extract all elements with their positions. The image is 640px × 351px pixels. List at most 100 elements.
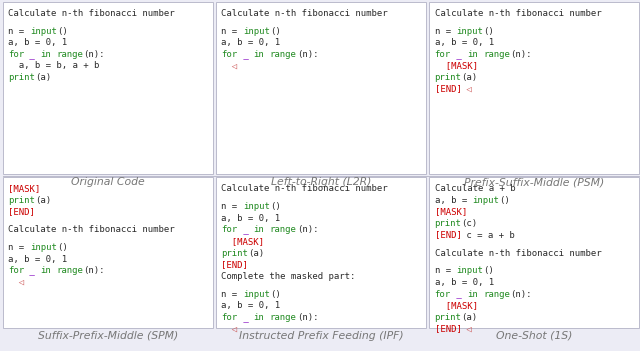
- Text: [END]: [END]: [8, 207, 35, 217]
- Text: _: _: [237, 225, 253, 234]
- Text: a, b = 0, 1: a, b = 0, 1: [8, 255, 67, 264]
- Text: (a): (a): [461, 313, 477, 322]
- Text: Original Code: Original Code: [71, 177, 145, 187]
- Text: range: range: [483, 50, 510, 59]
- Text: [MASK]: [MASK]: [8, 184, 40, 193]
- Text: [MASK]: [MASK]: [435, 207, 467, 217]
- Text: n =: n =: [8, 243, 30, 252]
- Text: (c): (c): [461, 219, 477, 228]
- Text: print: print: [435, 73, 461, 82]
- Bar: [429, 2, 639, 174]
- Bar: [3, 177, 213, 328]
- Text: (n):: (n):: [297, 225, 318, 234]
- Text: in: in: [467, 290, 477, 299]
- Text: range: range: [57, 266, 84, 276]
- Text: in: in: [253, 313, 264, 322]
- Text: n =: n =: [435, 27, 456, 36]
- Text: Calculate n-th fibonacci number: Calculate n-th fibonacci number: [435, 249, 601, 258]
- Text: in: in: [467, 50, 477, 59]
- Text: _: _: [451, 50, 467, 59]
- Text: Calculate n-th fibonacci number: Calculate n-th fibonacci number: [8, 225, 175, 234]
- Text: (n):: (n):: [297, 50, 318, 59]
- Text: (a): (a): [35, 73, 51, 82]
- Text: a, b = 0, 1: a, b = 0, 1: [221, 38, 280, 47]
- Text: Calculate a + b: Calculate a + b: [435, 184, 515, 193]
- Text: input: input: [456, 27, 483, 36]
- Text: ◁: ◁: [461, 85, 472, 94]
- Text: input: input: [243, 202, 270, 211]
- Text: in: in: [40, 50, 51, 59]
- Text: _: _: [24, 50, 40, 59]
- Text: for: for: [221, 313, 237, 322]
- Text: (n):: (n):: [84, 50, 105, 59]
- Text: [MASK]: [MASK]: [435, 301, 477, 310]
- Text: print: print: [435, 219, 461, 228]
- Text: [END]: [END]: [221, 260, 248, 269]
- Text: input: input: [472, 196, 499, 205]
- Text: in: in: [253, 50, 264, 59]
- Text: (): (): [57, 243, 67, 252]
- Text: input: input: [243, 290, 270, 299]
- Text: (n):: (n):: [510, 290, 531, 299]
- Text: (): (): [270, 27, 280, 36]
- Text: a, b = 0, 1: a, b = 0, 1: [435, 278, 493, 287]
- Text: print: print: [8, 73, 35, 82]
- Text: for: for: [8, 50, 24, 59]
- Text: range: range: [270, 225, 297, 234]
- Text: _: _: [237, 313, 253, 322]
- Bar: [216, 177, 426, 328]
- Text: print: print: [435, 313, 461, 322]
- Text: n =: n =: [221, 290, 243, 299]
- Text: (a): (a): [248, 249, 264, 258]
- Text: ◁: ◁: [461, 324, 472, 333]
- Text: [MASK]: [MASK]: [221, 237, 264, 246]
- Text: (): (): [57, 27, 67, 36]
- Text: n =: n =: [221, 202, 243, 211]
- Text: (): (): [270, 290, 280, 299]
- Text: in: in: [253, 225, 264, 234]
- Text: (): (): [483, 27, 493, 36]
- Text: a, b = 0, 1: a, b = 0, 1: [221, 301, 280, 310]
- Text: (n):: (n):: [84, 266, 105, 276]
- Text: (n):: (n):: [297, 313, 318, 322]
- Text: for: for: [435, 290, 451, 299]
- Text: (): (): [483, 266, 493, 276]
- Text: print: print: [8, 196, 35, 205]
- Text: for: for: [221, 225, 237, 234]
- Text: [END]: [END]: [435, 85, 461, 94]
- Text: input: input: [456, 266, 483, 276]
- Text: Calculate n-th fibonacci number: Calculate n-th fibonacci number: [221, 9, 388, 18]
- Text: (): (): [499, 196, 510, 205]
- Text: range: range: [483, 290, 510, 299]
- Text: Prefix-Suffix-Middle (PSM): Prefix-Suffix-Middle (PSM): [464, 177, 605, 187]
- Text: input: input: [30, 243, 57, 252]
- Text: a, b = 0, 1: a, b = 0, 1: [435, 38, 493, 47]
- Text: _: _: [24, 266, 40, 276]
- Text: a, b = 0, 1: a, b = 0, 1: [8, 38, 67, 47]
- Text: One-Shot (1S): One-Shot (1S): [496, 331, 573, 340]
- Text: in: in: [40, 266, 51, 276]
- Text: [END]: [END]: [435, 231, 461, 240]
- Text: for: for: [221, 50, 237, 59]
- Text: ◁: ◁: [221, 61, 237, 71]
- Text: range: range: [270, 313, 297, 322]
- Bar: [3, 2, 213, 174]
- Text: for: for: [8, 266, 24, 276]
- Text: for: for: [435, 50, 451, 59]
- Text: Left-to-Right (L2R): Left-to-Right (L2R): [271, 177, 371, 187]
- Text: c = a + b: c = a + b: [461, 231, 515, 240]
- Text: Complete the masked part:: Complete the masked part:: [221, 272, 356, 281]
- Text: Calculate n-th fibonacci number: Calculate n-th fibonacci number: [221, 184, 388, 193]
- Text: ◁: ◁: [221, 324, 237, 333]
- Text: n =: n =: [8, 27, 30, 36]
- Text: Calculate n-th fibonacci number: Calculate n-th fibonacci number: [8, 9, 175, 18]
- Text: _: _: [451, 290, 467, 299]
- Text: range: range: [57, 50, 84, 59]
- Text: a, b = 0, 1: a, b = 0, 1: [221, 214, 280, 223]
- Text: Calculate n-th fibonacci number: Calculate n-th fibonacci number: [435, 9, 601, 18]
- Text: Suffix-Prefix-Middle (SPM): Suffix-Prefix-Middle (SPM): [38, 331, 179, 340]
- Bar: [216, 2, 426, 174]
- Text: n =: n =: [435, 266, 456, 276]
- Text: a, b = b, a + b: a, b = b, a + b: [8, 61, 100, 71]
- Text: [END]: [END]: [435, 324, 461, 333]
